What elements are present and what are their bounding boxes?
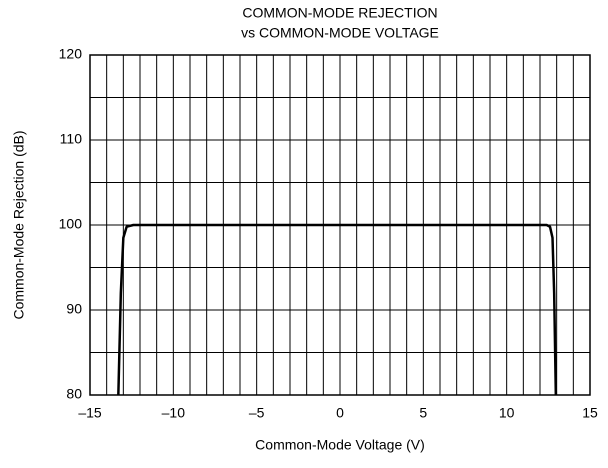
x-tick-label: –5 [249,405,265,421]
y-tick-label: 90 [66,301,82,317]
x-tick-label: 5 [419,405,427,421]
data-line [117,223,558,396]
x-tick-label: 0 [336,405,344,421]
chart-title: vs COMMON-MODE VOLTAGE [241,25,439,41]
y-tick-label: 120 [59,46,83,62]
plot-frame [89,54,591,396]
y-tick-label: 100 [59,216,83,232]
x-tick-label: –15 [78,405,102,421]
x-tick-label: –10 [162,405,186,421]
chart-title: COMMON-MODE REJECTION [242,5,437,21]
y-tick-label: 80 [66,386,82,402]
y-axis-label: Common-Mode Rejection (dB) [11,130,27,319]
y-tick-label: 110 [60,131,83,147]
x-tick-label: 15 [582,405,598,421]
x-axis-label: Common-Mode Voltage (V) [255,437,425,453]
x-tick-label: 10 [499,405,515,421]
